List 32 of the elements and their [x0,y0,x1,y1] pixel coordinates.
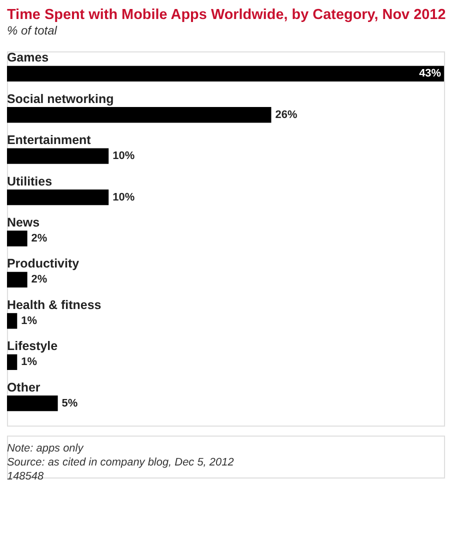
data-label: 10% [112,150,135,162]
chart-subtitle: % of total [6,23,58,38]
data-label: 26% [275,108,298,121]
data-label: 2% [31,274,48,286]
bar [6,66,444,82]
bar [6,354,18,370]
text: Note: apps only [6,442,85,455]
y-tick-label: Utilities [6,174,52,188]
source-note: Source: as cited in company blog, Dec 5, 2012 [6,456,234,469]
data-label: 43% [419,68,442,80]
y-tick-label: Entertainment [6,133,91,148]
data-label: 5% [62,397,78,410]
y-tick-label: News [6,216,40,230]
bar [6,148,109,164]
y-tick-label: Other [6,380,40,394]
data-label: 2% [31,232,48,245]
data-label: 1% [21,356,38,368]
bar [6,313,18,329]
y-tick-label: Health & fitness [6,298,102,312]
y-tick-label: Games [6,50,49,65]
y-tick-label: Productivity [6,256,80,271]
text: 148548 [6,470,44,482]
data-label: 10% [112,191,135,204]
y-tick-label: Social networking [6,92,114,106]
chart-title: Time Spent with Mobile Apps Worldwide, by Category, Nov 2012 [6,6,446,23]
y-tick-label: Lifestyle [6,339,58,354]
bar [6,272,28,288]
data-label: 1% [21,314,38,327]
bar [6,189,109,206]
bar [6,230,28,246]
bar [6,107,272,123]
bar [6,396,58,412]
